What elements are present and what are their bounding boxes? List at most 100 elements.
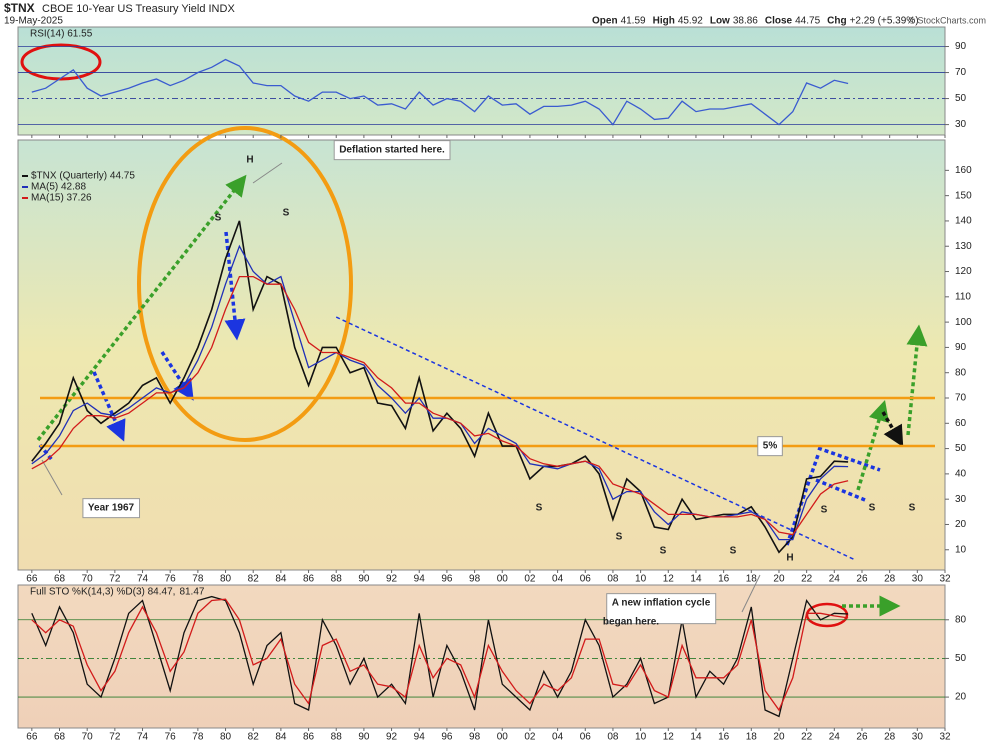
quote-value: +2.29 (+5.39%): [850, 16, 919, 27]
arrow: [224, 231, 246, 341]
x-tick-label: 20: [773, 732, 785, 743]
x-tick-label: 30: [912, 732, 924, 743]
x-tick-label: 90: [358, 732, 370, 743]
panel-title-extra: 81.47: [179, 587, 204, 598]
series-line: [31, 275, 849, 536]
y-tick-label: 80: [955, 614, 967, 625]
sto-panel: [17, 584, 946, 729]
x-tick-label: 30: [912, 574, 924, 585]
y-tick-label: 50: [955, 653, 967, 664]
y-tick-label: 20: [955, 692, 967, 703]
x-tick-label: 16: [718, 732, 730, 743]
x-tick-label: 12: [663, 574, 675, 585]
x-tick-label: 88: [331, 574, 343, 585]
x-tick-label: 14: [690, 574, 702, 585]
y-tick-label: 40: [955, 469, 967, 480]
legend-entry: MA(15) 37.26: [31, 193, 92, 204]
panel-title: Full STO %K(14,3) %D(3) 84.47,: [30, 587, 175, 598]
y-tick-label: 120: [955, 266, 972, 277]
quote-label: Close: [765, 16, 793, 27]
callout: [252, 162, 283, 184]
callout: [741, 574, 761, 613]
x-tick-label: 86: [303, 732, 315, 743]
annotation: A new inflation cycle: [612, 598, 711, 609]
x-tick-label: 88: [331, 732, 343, 743]
annotation: Deflation started here.: [339, 145, 445, 156]
quote-label: Open: [592, 16, 618, 27]
highlight-ellipse: [20, 43, 102, 81]
x-tick-label: 84: [275, 574, 287, 585]
x-tick-label: 80: [220, 732, 232, 743]
x-tick-label: 32: [939, 732, 951, 743]
quote-label: High: [653, 16, 675, 27]
y-tick-label: 140: [955, 216, 972, 227]
x-tick-label: 20: [773, 574, 785, 585]
x-tick-label: 08: [607, 574, 619, 585]
quote-value: 41.59: [621, 16, 646, 27]
x-tick-label: 66: [26, 574, 38, 585]
legend-entry: $TNX (Quarterly) 44.75: [31, 171, 135, 182]
annotation-box: [606, 593, 717, 625]
y-tick-label: 90: [955, 342, 967, 353]
instrument: CBOE 10-Year US Treasury Yield INDX: [42, 3, 235, 15]
x-tick-label: 24: [829, 574, 841, 585]
arrow: [906, 324, 928, 436]
x-tick-label: 04: [552, 732, 564, 743]
x-tick-label: 76: [165, 732, 177, 743]
arrows: [36, 162, 928, 617]
annotation: S: [215, 213, 222, 224]
annotation: S: [909, 503, 916, 514]
quote-label: Chg: [827, 16, 846, 27]
y-tick-label: 50: [955, 93, 967, 104]
x-tick-label: 06: [580, 574, 592, 585]
x-tick-label: 18: [746, 732, 758, 743]
annotation: S: [283, 208, 290, 219]
x-tick-label: 18: [746, 574, 758, 585]
annotation: S: [869, 503, 876, 514]
x-tick-label: 98: [469, 732, 481, 743]
x-tick-label: 94: [414, 574, 426, 585]
x-tick-label: 78: [192, 574, 204, 585]
legend-entry: MA(5) 42.88: [31, 182, 86, 193]
x-tick-label: 84: [275, 732, 287, 743]
y-tick-label: 50: [955, 443, 967, 454]
panel-title: RSI(14) 61.55: [30, 29, 93, 40]
y-tick-label: 60: [955, 418, 967, 429]
x-tick-label: 92: [386, 732, 398, 743]
y-tick-label: 70: [955, 393, 967, 404]
annotation: S: [536, 503, 543, 514]
x-tick-label: 02: [524, 732, 536, 743]
highlight-ellipse: [805, 602, 849, 628]
x-tick-label: 94: [414, 732, 426, 743]
x-tick-label: 70: [82, 732, 94, 743]
y-tick-label: 150: [955, 190, 972, 201]
y-tick-label: 30: [955, 494, 967, 505]
x-tick-label: 10: [635, 574, 647, 585]
x-tick-label: 68: [54, 574, 66, 585]
x-tick-label: 96: [441, 732, 453, 743]
x-tick-label: 00: [497, 732, 509, 743]
x-tick-label: 12: [663, 732, 675, 743]
symbol: $TNX: [4, 1, 35, 15]
x-tick-label: 26: [856, 732, 868, 743]
series-line: [31, 598, 849, 712]
x-tick-label: 28: [884, 574, 896, 585]
annotation: S: [730, 546, 737, 557]
y-tick-label: 90: [955, 41, 967, 52]
x-tick-label: 06: [580, 732, 592, 743]
arrow: [92, 371, 126, 442]
x-tick-label: 82: [248, 732, 260, 743]
x-tick-label: 86: [303, 574, 315, 585]
quote-value: 44.75: [795, 16, 820, 27]
x-tick-label: 00: [497, 574, 509, 585]
watermark: © StockCharts.com: [908, 15, 986, 25]
y-tick-label: 80: [955, 367, 967, 378]
y-tick-label: 30: [955, 119, 967, 130]
y-tick-label: 20: [955, 519, 967, 530]
x-tick-label: 74: [137, 732, 149, 743]
y-tick-label: 110: [955, 291, 971, 302]
y-tick-label: 100: [955, 317, 972, 328]
x-tick-label: 08: [607, 732, 619, 743]
arrow: [881, 411, 904, 448]
